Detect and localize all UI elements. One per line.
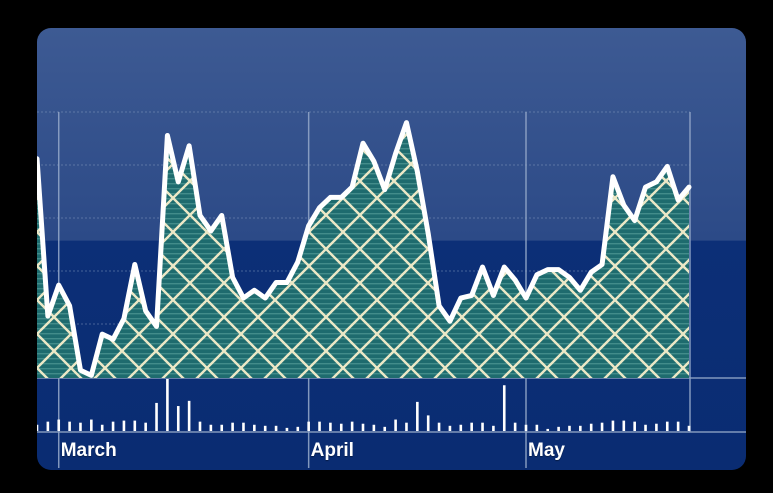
bar <box>111 421 115 431</box>
bar <box>513 422 517 431</box>
bar <box>633 421 636 431</box>
bar <box>665 421 669 431</box>
bar <box>361 423 365 431</box>
line-layer <box>37 120 692 378</box>
bar <box>274 425 278 431</box>
x-tick-label: April <box>310 440 354 461</box>
bar <box>350 421 354 431</box>
bar <box>133 420 137 431</box>
bar <box>394 419 397 431</box>
bar <box>655 423 658 431</box>
bar <box>144 422 147 431</box>
bar <box>198 421 202 431</box>
bar <box>470 422 473 431</box>
bar <box>405 422 408 431</box>
bar <box>481 422 484 431</box>
bar <box>579 425 582 431</box>
bar <box>416 401 419 431</box>
bar <box>307 421 310 431</box>
bar <box>546 428 550 431</box>
bar <box>176 406 180 431</box>
bar <box>600 422 604 431</box>
chart-svg <box>37 111 746 468</box>
bar <box>687 425 691 431</box>
bar <box>557 426 560 431</box>
bar <box>253 424 256 431</box>
bar <box>231 422 234 431</box>
bar <box>57 419 61 431</box>
bar <box>90 419 93 431</box>
bar <box>372 424 376 431</box>
bar <box>622 420 626 431</box>
bar <box>492 425 495 431</box>
x-tick-label: March <box>60 440 117 461</box>
bar <box>155 402 158 431</box>
bar <box>426 415 430 431</box>
bar <box>535 424 539 431</box>
bar <box>37 424 39 431</box>
bar <box>187 400 191 431</box>
bar <box>285 427 289 431</box>
bar <box>209 424 213 431</box>
area-hatch <box>37 122 689 378</box>
bar <box>502 385 506 431</box>
bar <box>68 421 71 431</box>
bar <box>383 426 387 431</box>
bar <box>79 422 82 431</box>
bar <box>437 422 441 431</box>
bar <box>339 423 343 431</box>
bar <box>318 421 321 431</box>
bar <box>568 425 571 431</box>
bar <box>459 424 463 431</box>
bar <box>644 424 647 431</box>
bar <box>296 426 300 431</box>
bar <box>589 423 593 431</box>
bar <box>676 421 680 431</box>
bar <box>100 424 104 431</box>
x-tick-label: May <box>528 440 565 461</box>
bar <box>220 424 224 431</box>
bar <box>263 425 267 431</box>
bar <box>329 422 332 431</box>
bar <box>122 420 126 431</box>
bar <box>524 424 528 431</box>
bar <box>46 421 50 431</box>
bar <box>166 379 169 431</box>
bar <box>611 420 615 431</box>
area-layer <box>37 122 689 378</box>
bar <box>448 425 452 431</box>
chart-card: March April May <box>37 28 746 470</box>
bar <box>242 422 245 431</box>
bars-layer <box>37 379 691 431</box>
